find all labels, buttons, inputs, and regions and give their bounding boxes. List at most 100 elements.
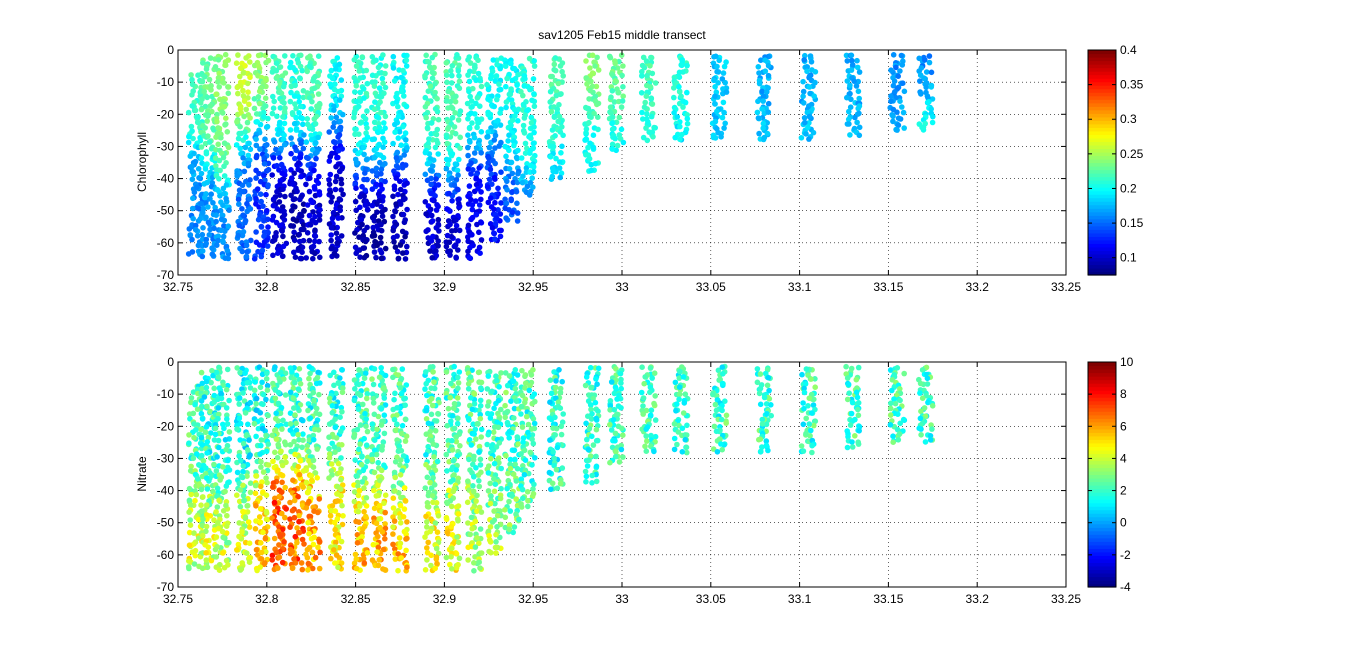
colorbar-swatch [1088,183,1116,188]
data-point [806,84,813,90]
data-point [339,502,345,509]
data-point [512,367,519,373]
data-point [247,115,253,121]
data-point [443,134,450,141]
data-point [356,131,362,137]
data-point [199,565,206,572]
colorbar-swatch [1088,92,1116,97]
colorbar-swatch [1088,134,1116,139]
data-point [269,172,276,178]
data-point [287,389,294,396]
data-point [190,135,196,142]
data-point [486,144,493,151]
data-point [900,109,907,116]
data-point [435,410,441,417]
data-point [287,410,294,417]
data-point [443,451,450,458]
data-point [684,120,691,127]
data-point [243,134,249,140]
data-point [303,467,310,474]
data-point [306,63,313,69]
data-point [282,193,288,200]
data-point [275,441,282,448]
data-point [422,485,429,491]
cast-column [709,53,730,141]
data-point [236,130,242,137]
data-point [465,544,472,551]
data-point [361,254,368,261]
data-point [215,57,222,63]
data-point [390,213,396,220]
data-point [493,550,499,556]
data-point [274,454,281,461]
data-point [270,93,276,100]
data-point [298,173,304,180]
data-point [586,96,592,102]
data-point [329,410,336,416]
data-point [375,459,382,466]
colorbar-swatch [1088,257,1116,262]
data-point [214,504,221,510]
colorbar-swatch [1088,211,1116,216]
data-point [331,250,338,257]
data-point [684,115,691,122]
data-point [435,151,442,157]
data-point [556,367,562,373]
data-point [530,416,537,422]
data-point [275,389,282,396]
data-point [313,405,320,412]
data-point [378,255,385,262]
data-point [524,108,530,114]
data-point [395,255,402,262]
data-point [396,443,403,450]
data-point [222,62,228,68]
data-point [262,52,269,59]
x-tick-label: 32.75 [163,280,193,294]
data-point [213,212,219,218]
data-point [288,192,294,199]
data-point [924,99,931,106]
data-point [375,191,382,197]
data-point [532,398,538,405]
data-point [400,453,407,459]
data-point [434,202,440,208]
data-point [226,207,232,213]
data-point [890,52,897,58]
data-point [523,413,530,420]
data-point [648,113,655,120]
data-point [214,186,221,193]
data-point [191,434,197,441]
data-point [225,144,232,151]
data-point [333,539,339,546]
data-point [316,411,323,418]
data-point [257,410,264,416]
data-point [210,372,216,379]
data-point [253,229,259,235]
data-point [477,403,484,409]
data-point [381,385,387,391]
data-point [265,462,272,468]
data-point [397,178,403,185]
data-point [447,394,454,401]
data-point [275,150,282,157]
data-point [423,228,430,235]
data-point [378,109,384,116]
data-point [428,385,435,392]
data-point [449,63,456,69]
data-point [476,229,482,236]
data-point [399,165,406,171]
data-point [338,455,344,461]
data-point [295,247,302,253]
data-point [226,467,233,473]
data-point [203,378,210,385]
data-point [369,376,375,382]
data-point [392,121,398,128]
y-tick-label: -20 [157,107,175,121]
data-point [392,208,399,215]
data-point [514,218,521,224]
data-point [248,237,254,244]
data-point [215,79,221,85]
data-point [476,478,482,484]
data-point [338,404,345,411]
data-point [493,539,499,545]
